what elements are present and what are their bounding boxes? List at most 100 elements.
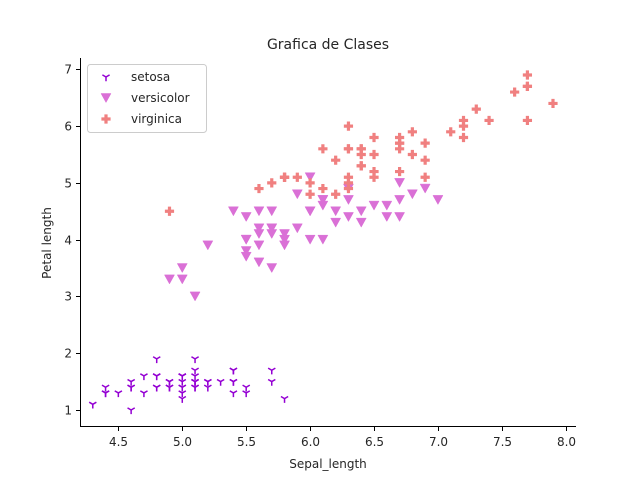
data-point-versicolor	[253, 240, 265, 251]
legend-label-versicolor: versicolor	[131, 91, 190, 105]
data-point-setosa	[191, 356, 200, 364]
y-tick-label: 3	[64, 290, 72, 304]
y-tick-label: 6	[64, 120, 72, 134]
data-point-virginica	[292, 172, 302, 182]
data-point-setosa	[191, 384, 200, 392]
data-point-setosa	[127, 407, 136, 415]
data-point-virginica	[420, 138, 430, 148]
data-point-virginica	[356, 161, 366, 171]
data-point-setosa	[165, 384, 174, 392]
data-point-virginica	[522, 115, 533, 126]
data-point-virginica	[343, 144, 354, 154]
data-point-virginica	[458, 121, 469, 131]
data-point-setosa	[139, 373, 148, 381]
x-tick-label: 5.5	[237, 435, 256, 449]
legend-label-virginica: virginica	[131, 112, 182, 126]
data-point-virginica	[394, 138, 405, 148]
legend-marker-versicolor	[100, 93, 112, 104]
y-tick-label: 5	[64, 177, 72, 191]
data-point-versicolor	[240, 251, 252, 262]
data-point-virginica	[394, 132, 405, 143]
data-point-setosa	[191, 367, 200, 375]
data-point-versicolor	[266, 223, 278, 234]
data-point-setosa	[152, 373, 161, 381]
data-point-setosa	[152, 384, 161, 392]
data-point-virginica	[254, 183, 264, 194]
data-point-setosa	[88, 401, 97, 409]
data-point-versicolor	[279, 234, 290, 245]
data-point-virginica	[369, 172, 379, 182]
data-point-versicolor	[368, 200, 380, 211]
x-tick-label: 7.5	[493, 435, 512, 449]
x-tick-label: 5.0	[173, 435, 192, 449]
data-point-versicolor	[394, 178, 406, 188]
data-point-virginica	[420, 172, 430, 182]
data-point-virginica	[458, 132, 469, 143]
data-point-setosa	[191, 373, 200, 381]
data-point-setosa	[152, 356, 161, 364]
data-point-setosa	[267, 378, 276, 386]
x-tick-label: 4.5	[109, 435, 128, 449]
data-point-virginica	[356, 149, 366, 160]
legend: setosa versicolor virginica	[87, 64, 207, 133]
data-point-virginica	[522, 81, 533, 91]
series-virginica	[164, 70, 558, 216]
data-point-versicolor	[317, 200, 329, 211]
y-tick-label: 2	[64, 347, 72, 361]
data-point-virginica	[394, 144, 405, 154]
x-tick-label: 8.0	[557, 435, 576, 449]
data-point-versicolor	[394, 195, 406, 205]
data-point-virginica	[318, 183, 328, 194]
data-point-versicolor	[304, 172, 316, 183]
data-point-versicolor	[381, 212, 393, 222]
legend-items: setosa versicolor virginica	[100, 70, 190, 126]
data-point-versicolor	[266, 263, 278, 274]
y-tick-label: 1	[64, 404, 72, 418]
data-point-versicolor	[202, 240, 214, 251]
data-point-setosa	[242, 390, 251, 398]
data-point-versicolor	[253, 257, 265, 268]
data-point-virginica	[279, 172, 290, 182]
data-point-versicolor	[227, 206, 239, 217]
data-point-setosa	[178, 373, 187, 381]
legend-label-setosa: setosa	[131, 70, 170, 84]
data-point-virginica	[331, 189, 341, 199]
x-ticks: 4.5 5.0 5.5 6.0 6.5 7.0 7.5 8.0	[109, 427, 576, 449]
legend-marker-virginica	[101, 114, 111, 124]
data-point-setosa	[203, 378, 212, 386]
data-point-setosa	[267, 367, 276, 375]
data-point-versicolor	[304, 206, 316, 217]
data-point-versicolor	[304, 234, 316, 245]
data-point-versicolor	[291, 189, 303, 200]
data-point-versicolor	[330, 217, 342, 228]
data-point-versicolor	[253, 223, 265, 234]
data-point-versicolor	[317, 234, 329, 245]
data-point-versicolor	[406, 189, 418, 200]
data-point-virginica	[267, 178, 277, 188]
data-point-versicolor	[291, 223, 303, 234]
x-axis-label: Sepal_length	[289, 457, 367, 471]
data-point-setosa	[101, 384, 110, 392]
data-point-versicolor	[189, 291, 201, 302]
data-point-virginica	[318, 144, 328, 154]
y-ticks: 1 2 3 4 5 6 7	[64, 63, 80, 418]
data-point-virginica	[343, 183, 354, 194]
data-point-versicolor	[432, 195, 444, 205]
data-point-virginica	[305, 189, 315, 199]
data-point-virginica	[343, 172, 354, 182]
data-point-versicolor	[240, 234, 252, 245]
data-point-versicolor	[240, 212, 252, 222]
data-point-virginica	[510, 87, 520, 97]
legend-box	[87, 64, 207, 133]
data-point-setosa	[178, 390, 187, 398]
data-point-versicolor	[176, 274, 188, 285]
data-point-versicolor	[343, 212, 354, 222]
data-point-versicolor	[419, 183, 431, 194]
x-tick-label: 6.5	[365, 435, 384, 449]
data-point-versicolor	[355, 206, 367, 217]
data-point-versicolor	[343, 195, 354, 205]
x-tick-label: 6.0	[301, 435, 320, 449]
data-point-setosa	[114, 390, 123, 398]
